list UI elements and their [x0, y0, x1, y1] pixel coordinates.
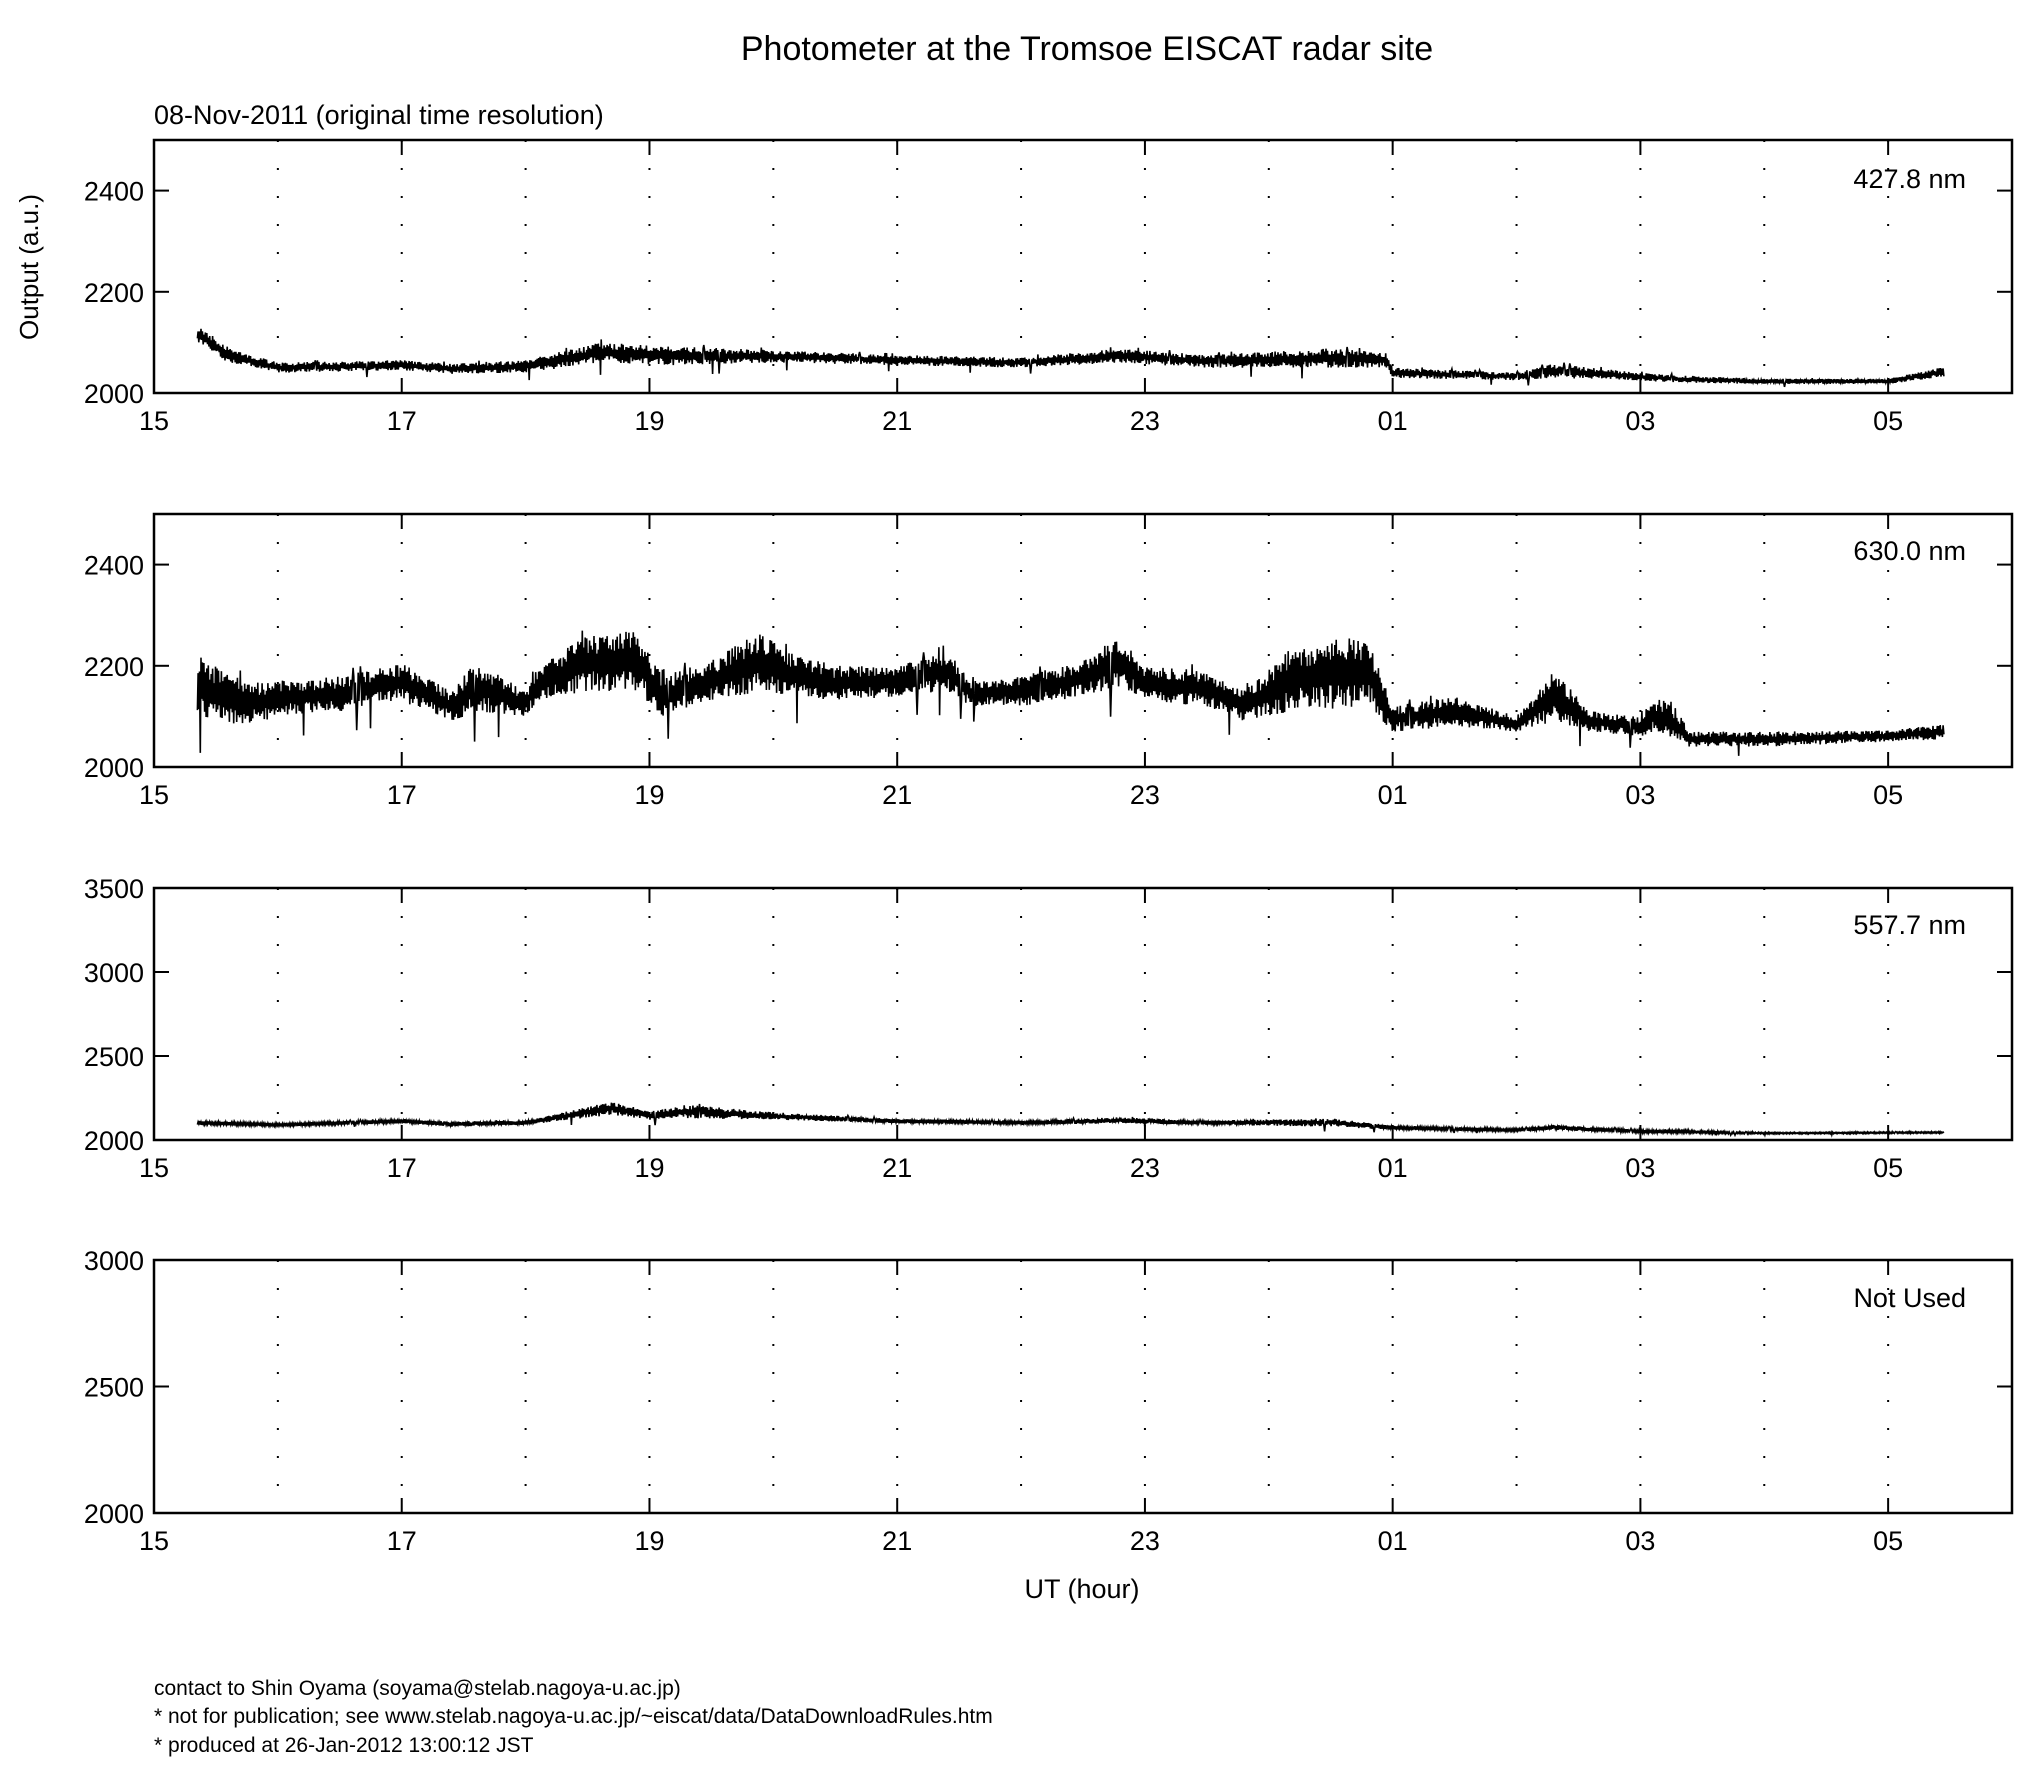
y-tick-label: 2500: [84, 1373, 144, 1403]
figure-title: Photometer at the Tromsoe EISCAT radar s…: [741, 30, 1433, 68]
series-line: [196, 630, 1945, 756]
y-tick-label: 2500: [84, 1042, 144, 1072]
footer-notice: * not for publication; see www.stelab.na…: [154, 1705, 993, 1728]
x-tick-label: 15: [139, 1153, 169, 1183]
x-tick-label: 19: [634, 406, 664, 436]
y-tick-label: 2200: [84, 652, 144, 682]
x-tick-label: 21: [882, 1153, 912, 1183]
x-tick-label: 17: [387, 780, 417, 810]
series-line: [196, 328, 1945, 388]
axes-box: [152, 886, 2014, 1142]
y-tick-label: 3000: [84, 958, 144, 988]
panel-wavelength-label: 557.7 nm: [1853, 910, 1966, 940]
y-tick-label: 3500: [84, 874, 144, 904]
footer-contact: contact to Shin Oyama (soyama@stelab.nag…: [154, 1677, 681, 1700]
x-tick-label: 03: [1625, 1526, 1655, 1556]
x-tick-label: 05: [1873, 780, 1903, 810]
x-tick-label: 21: [882, 1526, 912, 1556]
panel-3: 15 17 19 21 23 01 03 05 2000 2500 3000 3500 557.7 nm: [84, 874, 2014, 1183]
y-tick-label: 2000: [84, 379, 144, 409]
y-tick-label: 2000: [84, 1126, 144, 1156]
x-tick-label: 21: [882, 780, 912, 810]
x-tick-label: 15: [139, 780, 169, 810]
y-axis-label: Output (a.u.): [14, 194, 44, 340]
x-tick-label: 01: [1378, 1153, 1408, 1183]
x-tick-label: 17: [387, 1153, 417, 1183]
figure-subtitle: 08-Nov-2011 (original time resolution): [154, 100, 604, 130]
x-tick-label: 17: [387, 1526, 417, 1556]
x-tick-label: 21: [882, 406, 912, 436]
x-tick-label: 03: [1625, 780, 1655, 810]
panel-1: 15 17 19 21 23 01 03 05 2000 2200 2400 427.8 nm: [84, 138, 2014, 436]
x-tick-label: 03: [1625, 1153, 1655, 1183]
panel-wavelength-label: 427.8 nm: [1853, 164, 1966, 194]
x-tick-label: 15: [139, 406, 169, 436]
axes-box: [152, 138, 2014, 395]
panel-2: 15 17 19 21 23 01 03 05 2000 2200 2400 630.0 nm: [84, 512, 2014, 810]
x-tick-label: 05: [1873, 1153, 1903, 1183]
x-tick-label: 05: [1873, 406, 1903, 436]
panel-wavelength-label: Not Used: [1853, 1283, 1966, 1313]
x-tick-label: 01: [1378, 406, 1408, 436]
x-tick-label: 23: [1130, 780, 1160, 810]
x-tick-label: 17: [387, 406, 417, 436]
y-tick-label: 2000: [84, 1499, 144, 1529]
series-line: [196, 1102, 1945, 1138]
axes-box: [152, 1258, 2014, 1515]
x-tick-label: 01: [1378, 1526, 1408, 1556]
x-tick-label: 19: [634, 780, 664, 810]
y-tick-label: 2200: [84, 278, 144, 308]
x-tick-label: 23: [1130, 406, 1160, 436]
panel-wavelength-label: 630.0 nm: [1853, 536, 1966, 566]
x-tick-label: 23: [1130, 1153, 1160, 1183]
x-axis-label: UT (hour): [1024, 1574, 1139, 1604]
x-tick-label: 19: [634, 1153, 664, 1183]
x-tick-label: 03: [1625, 406, 1655, 436]
footer-produced: * produced at 26-Jan-2012 13:00:12 JST: [154, 1734, 534, 1757]
x-tick-label: 15: [139, 1526, 169, 1556]
x-tick-label: 05: [1873, 1526, 1903, 1556]
x-tick-label: 19: [634, 1526, 664, 1556]
y-tick-label: 3000: [84, 1246, 144, 1276]
y-tick-label: 2400: [84, 177, 144, 207]
y-tick-label: 2000: [84, 753, 144, 783]
axes-box: [152, 512, 2014, 769]
panel-4: 15 17 19 21 23 01 03 05 2000 2500 3000 Not Used: [84, 1246, 2014, 1556]
x-tick-label: 01: [1378, 780, 1408, 810]
x-tick-label: 23: [1130, 1526, 1160, 1556]
y-tick-label: 2400: [84, 551, 144, 581]
